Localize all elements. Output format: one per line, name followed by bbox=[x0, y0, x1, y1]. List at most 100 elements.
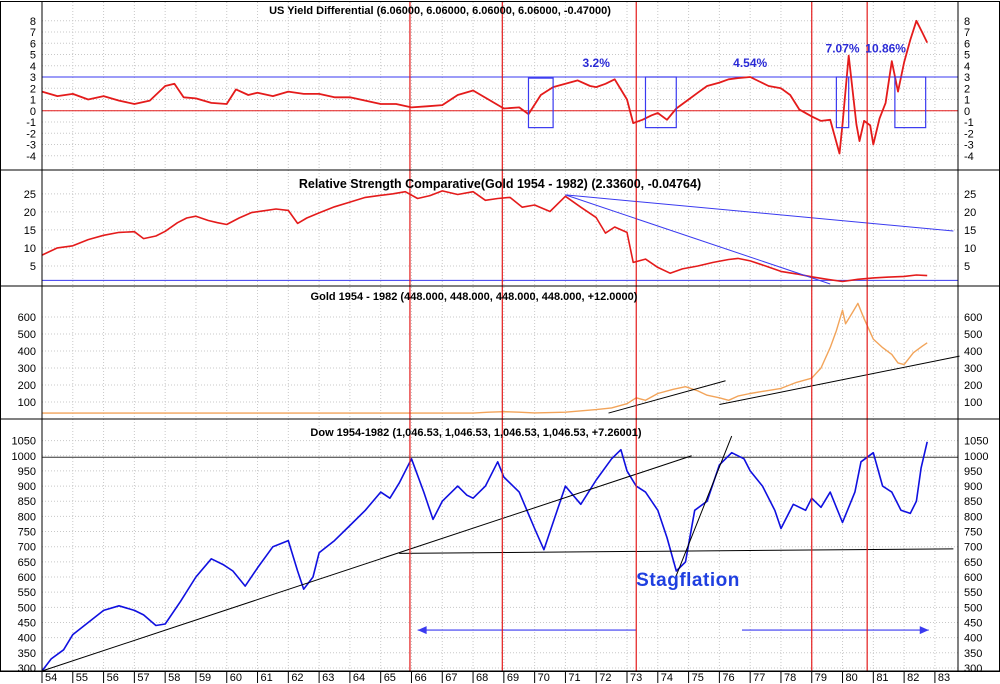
yield-ytick-right: 1 bbox=[964, 95, 970, 107]
rsc-ytick-right: 10 bbox=[964, 243, 976, 255]
x-tick-label: 61 bbox=[261, 672, 273, 684]
reference-lines-layer bbox=[42, 76, 958, 458]
gold-ytick-right: 200 bbox=[964, 380, 982, 392]
dow-ytick-right: 350 bbox=[964, 648, 982, 660]
yield-panel-title: US Yield Differential (6.06000, 6.06000,… bbox=[269, 5, 611, 17]
dow-ytick-right: 650 bbox=[964, 557, 982, 569]
dow-panel-title: Dow 1954-1982 (1,046.53, 1,046.53, 1,046… bbox=[310, 427, 642, 439]
dow-trendline bbox=[399, 548, 954, 554]
yield-rate-annotation: 4.54% bbox=[733, 56, 767, 70]
gold-ytick-right: 100 bbox=[964, 397, 982, 409]
rsc-ytick-right: 15 bbox=[964, 225, 976, 237]
dow-ytick-right: 450 bbox=[964, 617, 982, 629]
dow-ytick-left: 650 bbox=[18, 557, 36, 569]
dow-ytick-left: 600 bbox=[18, 572, 36, 584]
yield-ytick-right: 8 bbox=[964, 16, 970, 28]
gold-ytick-left: 600 bbox=[18, 312, 36, 324]
dow-ytick-right: 1050 bbox=[964, 436, 988, 448]
yield-ytick-left: -3 bbox=[26, 140, 36, 152]
gold-ytick-right: 400 bbox=[964, 346, 982, 358]
gold-trendline bbox=[608, 380, 726, 414]
grid-layer bbox=[41, 2, 958, 671]
dow-trendline bbox=[41, 455, 692, 672]
x-tick-label: 73 bbox=[630, 672, 642, 684]
yield-ytick-left: 5 bbox=[30, 50, 36, 62]
dow-ytick-right: 550 bbox=[964, 587, 982, 599]
dow-ytick-left: 700 bbox=[18, 542, 36, 554]
yield-ytick-left: 1 bbox=[30, 95, 36, 107]
dow-ytick-right: 750 bbox=[964, 527, 982, 539]
x-tick-label: 54 bbox=[45, 672, 57, 684]
x-tick-label: 79 bbox=[815, 672, 827, 684]
yield-ytick-left: 8 bbox=[30, 16, 36, 28]
rsc-ytick-left: 25 bbox=[24, 189, 36, 201]
dow-series-line bbox=[41, 441, 928, 672]
dow-ytick-left: 1000 bbox=[12, 451, 36, 463]
dow-ytick-right: 300 bbox=[964, 663, 982, 675]
x-tick-label: 66 bbox=[414, 672, 426, 684]
yield-series-line bbox=[41, 19, 929, 155]
yield-ytick-left: 6 bbox=[30, 38, 36, 50]
dow-ytick-left: 400 bbox=[18, 633, 36, 645]
x-tick-label: 58 bbox=[168, 672, 180, 684]
dow-ytick-left: 900 bbox=[18, 481, 36, 493]
rsc-ytick-right: 25 bbox=[964, 189, 976, 201]
dow-ytick-left: 300 bbox=[18, 663, 36, 675]
rsc-ytick-right: 20 bbox=[964, 207, 976, 219]
gold-ytick-right: 300 bbox=[964, 363, 982, 375]
dow-ytick-left: 500 bbox=[18, 602, 36, 614]
gold-ytick-right: 500 bbox=[964, 329, 982, 341]
yield-ytick-left: 2 bbox=[30, 83, 36, 95]
dow-ytick-right: 600 bbox=[964, 572, 982, 584]
rsc-ytick-left: 5 bbox=[30, 261, 36, 273]
x-tick-label: 65 bbox=[384, 672, 396, 684]
yield-ytick-left: 0 bbox=[30, 106, 36, 118]
yield-ytick-right: -1 bbox=[964, 117, 974, 129]
gold-ytick-left: 300 bbox=[18, 363, 36, 375]
yield-ytick-right: 2 bbox=[964, 83, 970, 95]
x-tick-label: 57 bbox=[137, 672, 149, 684]
dow-ytick-right: 700 bbox=[964, 542, 982, 554]
x-tick-label: 81 bbox=[876, 672, 888, 684]
yield-highlight-box bbox=[894, 76, 927, 129]
yield-highlight-box bbox=[527, 77, 554, 129]
x-tick-label: 56 bbox=[107, 672, 119, 684]
x-tick-label: 59 bbox=[199, 672, 211, 684]
gold-series-line bbox=[42, 302, 928, 414]
gold-ytick-left: 200 bbox=[18, 380, 36, 392]
dow-ytick-left: 950 bbox=[18, 466, 36, 478]
x-tick-label: 71 bbox=[568, 672, 580, 684]
rsc-series-line bbox=[41, 190, 928, 283]
x-tick-label: 60 bbox=[230, 672, 242, 684]
rsc-ytick-right: 5 bbox=[964, 261, 970, 273]
dow-ytick-right: 800 bbox=[964, 511, 982, 523]
rsc-ytick-left: 10 bbox=[24, 243, 36, 255]
dow-ytick-right: 950 bbox=[964, 466, 982, 478]
yield-ytick-right: -4 bbox=[964, 151, 974, 163]
x-tick-label: 75 bbox=[692, 672, 704, 684]
gold-ytick-left: 500 bbox=[18, 329, 36, 341]
x-tick-label: 68 bbox=[476, 672, 488, 684]
yield-ytick-right: 6 bbox=[964, 38, 970, 50]
x-tick-label: 76 bbox=[722, 672, 734, 684]
stagflation-arrowhead-right bbox=[919, 626, 929, 635]
dow-ytick-left: 350 bbox=[18, 648, 36, 660]
x-tick-label: 82 bbox=[907, 672, 919, 684]
x-tick-label: 69 bbox=[507, 672, 519, 684]
dow-trendline bbox=[675, 435, 733, 576]
x-tick-label: 83 bbox=[938, 672, 950, 684]
x-tick-label: 70 bbox=[538, 672, 550, 684]
yield-ytick-right: -3 bbox=[964, 140, 974, 152]
x-tick-label: 80 bbox=[846, 672, 858, 684]
gold-trendline bbox=[719, 355, 960, 406]
yield-ytick-right: 7 bbox=[964, 27, 970, 39]
x-tick-label: 64 bbox=[353, 672, 365, 684]
yield-ytick-right: 4 bbox=[964, 61, 970, 73]
stagflation-label: Stagflation bbox=[636, 570, 740, 591]
x-tick-label: 74 bbox=[661, 672, 673, 684]
yield-highlight-box bbox=[835, 76, 850, 129]
series-layer bbox=[41, 19, 929, 672]
labels-layer: 8 87 76 65 54 43 32 21 10 0-1 -1-2 -2-3 -3-4 -43.2% 4.… bbox=[12, 16, 989, 684]
